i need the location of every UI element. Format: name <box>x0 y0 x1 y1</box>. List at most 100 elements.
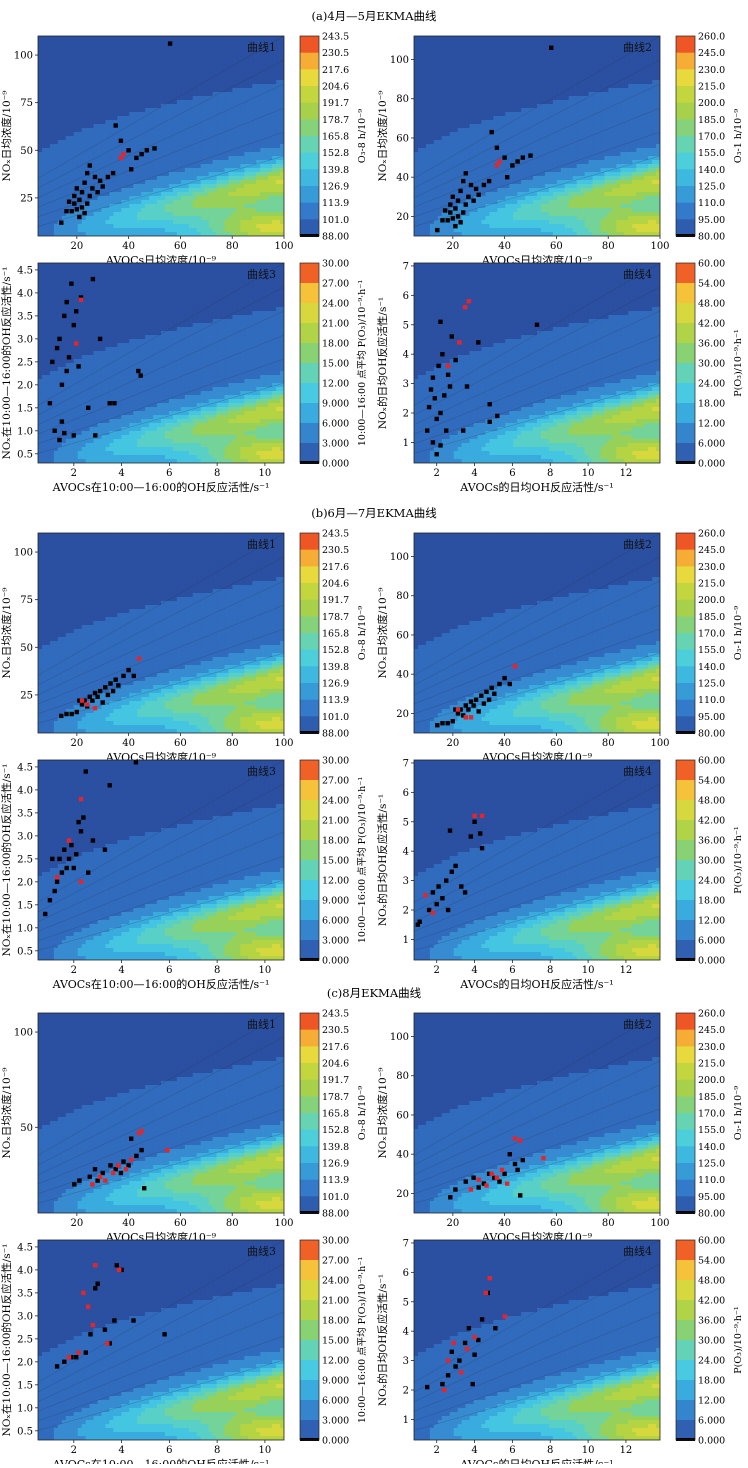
field-cell <box>450 136 455 141</box>
field-cell <box>232 180 237 185</box>
field-cell <box>145 68 150 73</box>
field-cell <box>46 164 51 169</box>
field-cell <box>141 48 146 53</box>
field-cell <box>50 140 55 145</box>
field-cell <box>90 76 95 81</box>
field-cell <box>537 64 542 69</box>
field-cell <box>42 176 47 181</box>
field-cell <box>197 124 202 129</box>
field-cell <box>438 112 443 117</box>
field-cell <box>78 64 83 69</box>
field-cell <box>232 216 237 221</box>
field-cell <box>109 44 114 49</box>
field-cell <box>221 200 226 205</box>
field-cell <box>117 216 122 221</box>
field-cell <box>201 52 206 57</box>
field-cell <box>474 52 479 57</box>
field-cell <box>113 128 118 133</box>
field-cell <box>236 196 241 201</box>
field-cell <box>193 120 198 125</box>
field-cell <box>113 220 118 225</box>
field-cell <box>477 112 482 117</box>
field-cell <box>228 120 233 125</box>
field-cell <box>545 44 550 49</box>
field-cell <box>133 140 138 145</box>
field-cell <box>66 116 71 121</box>
field-cell <box>545 84 550 89</box>
field-cell <box>181 44 186 49</box>
field-cell <box>121 100 126 105</box>
field-cell <box>481 224 486 229</box>
field-cell <box>501 108 506 113</box>
field-cell <box>244 196 249 201</box>
x-tick-label: 100 <box>274 241 293 252</box>
field-cell <box>121 216 126 221</box>
field-cell <box>165 124 170 129</box>
field-cell <box>470 104 475 109</box>
field-cell <box>521 96 526 101</box>
field-cell <box>221 176 226 181</box>
field-cell <box>244 216 249 221</box>
field-cell <box>189 128 194 133</box>
field-cell <box>205 172 210 177</box>
field-cell <box>201 44 206 49</box>
field-cell <box>217 76 222 81</box>
field-cell <box>185 200 190 205</box>
field-cell <box>101 84 106 89</box>
field-cell <box>62 124 67 129</box>
field-cell <box>177 172 182 177</box>
field-cell <box>545 40 550 45</box>
field-cell <box>513 112 518 117</box>
field-cell <box>82 88 87 93</box>
data-point-black <box>67 200 71 204</box>
field-cell <box>232 40 237 45</box>
field-cell <box>137 76 142 81</box>
field-cell <box>533 144 538 149</box>
field-cell <box>485 192 490 197</box>
field-cell <box>553 72 558 77</box>
field-cell <box>213 108 218 113</box>
field-cell <box>501 220 506 225</box>
field-cell <box>264 200 269 205</box>
field-cell <box>474 224 479 229</box>
field-cell <box>236 120 241 125</box>
field-cell <box>481 228 486 233</box>
field-cell <box>454 88 459 93</box>
field-cell <box>537 116 542 121</box>
field-cell <box>90 212 95 217</box>
field-cell <box>145 152 150 157</box>
field-cell <box>268 92 273 97</box>
data-point-black <box>134 156 138 160</box>
field-cell <box>533 136 538 141</box>
field-cell <box>113 196 118 201</box>
field-cell <box>517 220 522 225</box>
field-cell <box>117 80 122 85</box>
field-cell <box>458 60 463 65</box>
field-cell <box>153 104 158 109</box>
field-cell <box>533 112 538 117</box>
field-cell <box>221 104 226 109</box>
field-cell <box>141 204 146 209</box>
field-cell <box>94 76 99 81</box>
field-cell <box>248 200 253 205</box>
field-cell <box>458 156 463 161</box>
field-cell <box>221 212 226 217</box>
field-cell <box>193 92 198 97</box>
field-cell <box>149 212 154 217</box>
field-cell <box>173 104 178 109</box>
field-cell <box>54 136 59 141</box>
field-cell <box>489 40 494 45</box>
colorbar-swatch <box>300 103 319 120</box>
field-cell <box>426 144 431 149</box>
field-cell <box>94 84 99 89</box>
field-cell <box>82 56 87 61</box>
field-cell <box>545 36 550 41</box>
field-cell <box>268 56 273 61</box>
field-cell <box>173 124 178 129</box>
field-cell <box>70 64 75 69</box>
field-cell <box>209 160 214 165</box>
field-cell <box>232 44 237 49</box>
field-cell <box>141 84 146 89</box>
field-cell <box>549 216 554 221</box>
field-cell <box>78 128 83 133</box>
